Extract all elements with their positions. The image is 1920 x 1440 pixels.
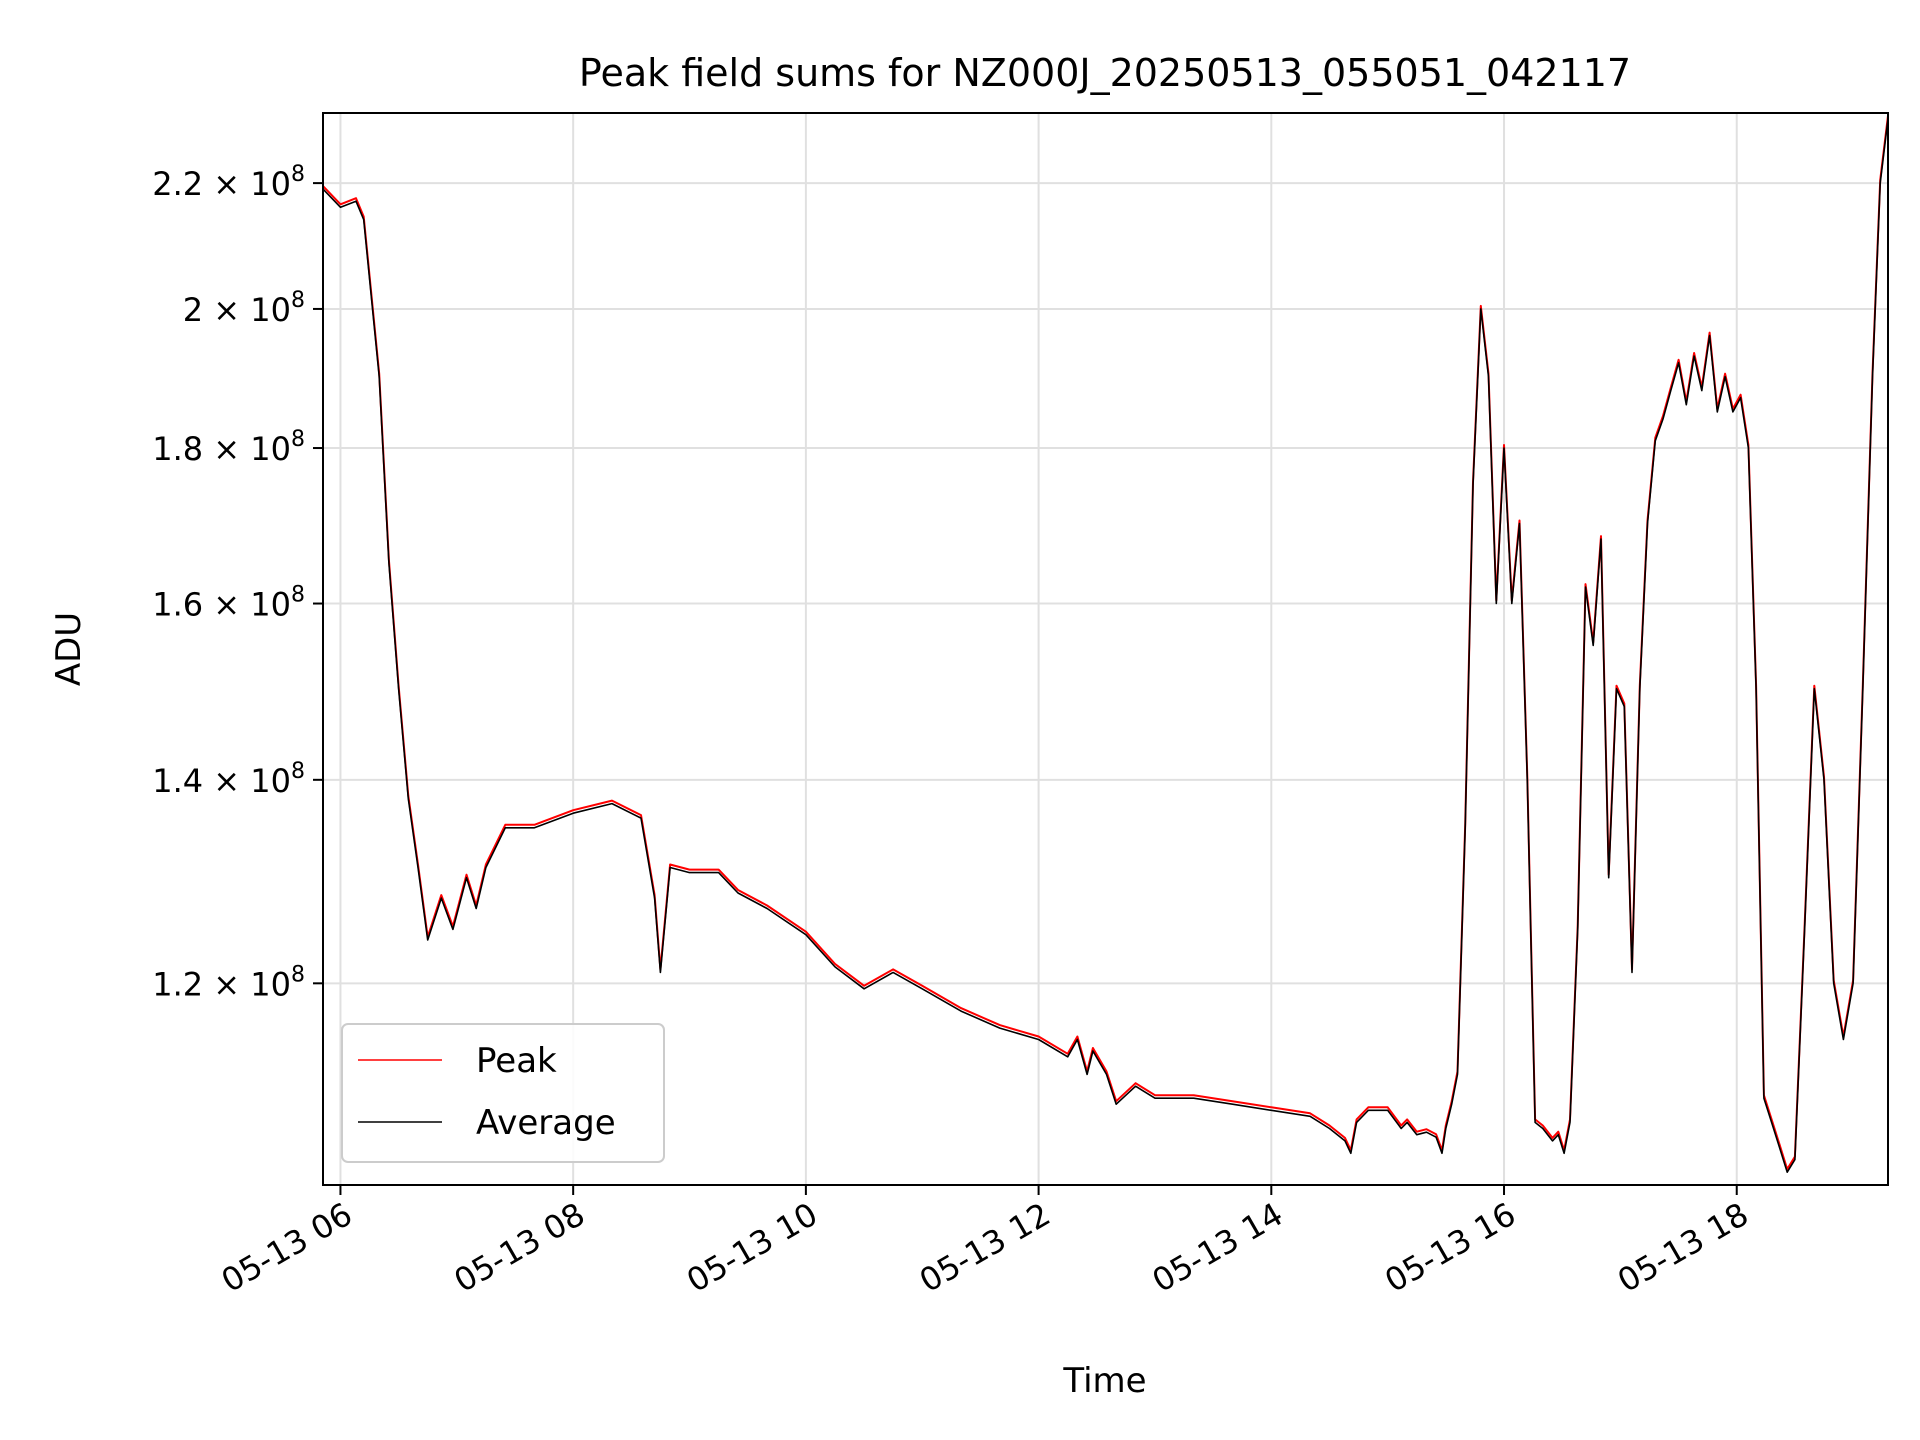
legend-label-peak: Peak bbox=[476, 1041, 557, 1081]
y-tick-mantissa: 2 bbox=[183, 291, 203, 329]
y-tick-base: 10 bbox=[250, 586, 291, 624]
y-tick-times: × bbox=[203, 586, 250, 624]
series-line-average bbox=[322, 118, 1889, 1173]
y-tick-times: × bbox=[203, 291, 250, 329]
y-tick-exponent: 8 bbox=[291, 162, 305, 187]
grid bbox=[323, 113, 1888, 1185]
y-tick-mantissa: 1.2 bbox=[152, 965, 203, 1003]
y-tick-mantissa: 1.6 bbox=[152, 586, 203, 624]
y-tick-label: 1.4 × 108 bbox=[152, 759, 305, 800]
legend-label-average: Average bbox=[476, 1103, 616, 1143]
y-axis-label: ADU bbox=[49, 612, 89, 686]
y-tick-base: 10 bbox=[250, 762, 291, 800]
legend: Peak Average bbox=[341, 1023, 665, 1163]
y-tick-label: 1.6 × 108 bbox=[152, 583, 305, 624]
y-tick-times: × bbox=[203, 430, 250, 468]
y-tick-mantissa: 1.8 bbox=[152, 430, 203, 468]
y-tick-label: 2.2 × 108 bbox=[152, 162, 305, 203]
y-tick-exponent: 8 bbox=[291, 759, 305, 784]
y-tick-times: × bbox=[203, 165, 250, 203]
y-tick-label: 1.8 × 108 bbox=[152, 427, 305, 468]
legend-box bbox=[341, 1023, 665, 1163]
plot-frame bbox=[322, 112, 1889, 1186]
y-tick-exponent: 8 bbox=[291, 962, 305, 987]
x-axis-label: Time bbox=[1062, 1361, 1146, 1401]
y-tick-base: 10 bbox=[250, 965, 291, 1003]
y-tick-label: 1.2 × 108 bbox=[152, 962, 305, 1003]
y-tick-exponent: 8 bbox=[291, 427, 305, 452]
y-tick-times: × bbox=[203, 762, 250, 800]
y-tick-base: 10 bbox=[250, 430, 291, 468]
y-tick-mantissa: 1.4 bbox=[152, 762, 203, 800]
y-tick-base: 10 bbox=[250, 291, 291, 329]
chart-title: Peak field sums for NZ000J_20250513_0550… bbox=[579, 51, 1631, 95]
y-tick-label: 2 × 108 bbox=[183, 288, 305, 329]
series-layer bbox=[322, 115, 1889, 1173]
y-tick-exponent: 8 bbox=[291, 288, 305, 313]
y-tick-exponent: 8 bbox=[291, 583, 305, 608]
y-tick-mantissa: 2.2 bbox=[152, 165, 203, 203]
y-tick-base: 10 bbox=[250, 165, 291, 203]
y-tick-times: × bbox=[203, 965, 250, 1003]
